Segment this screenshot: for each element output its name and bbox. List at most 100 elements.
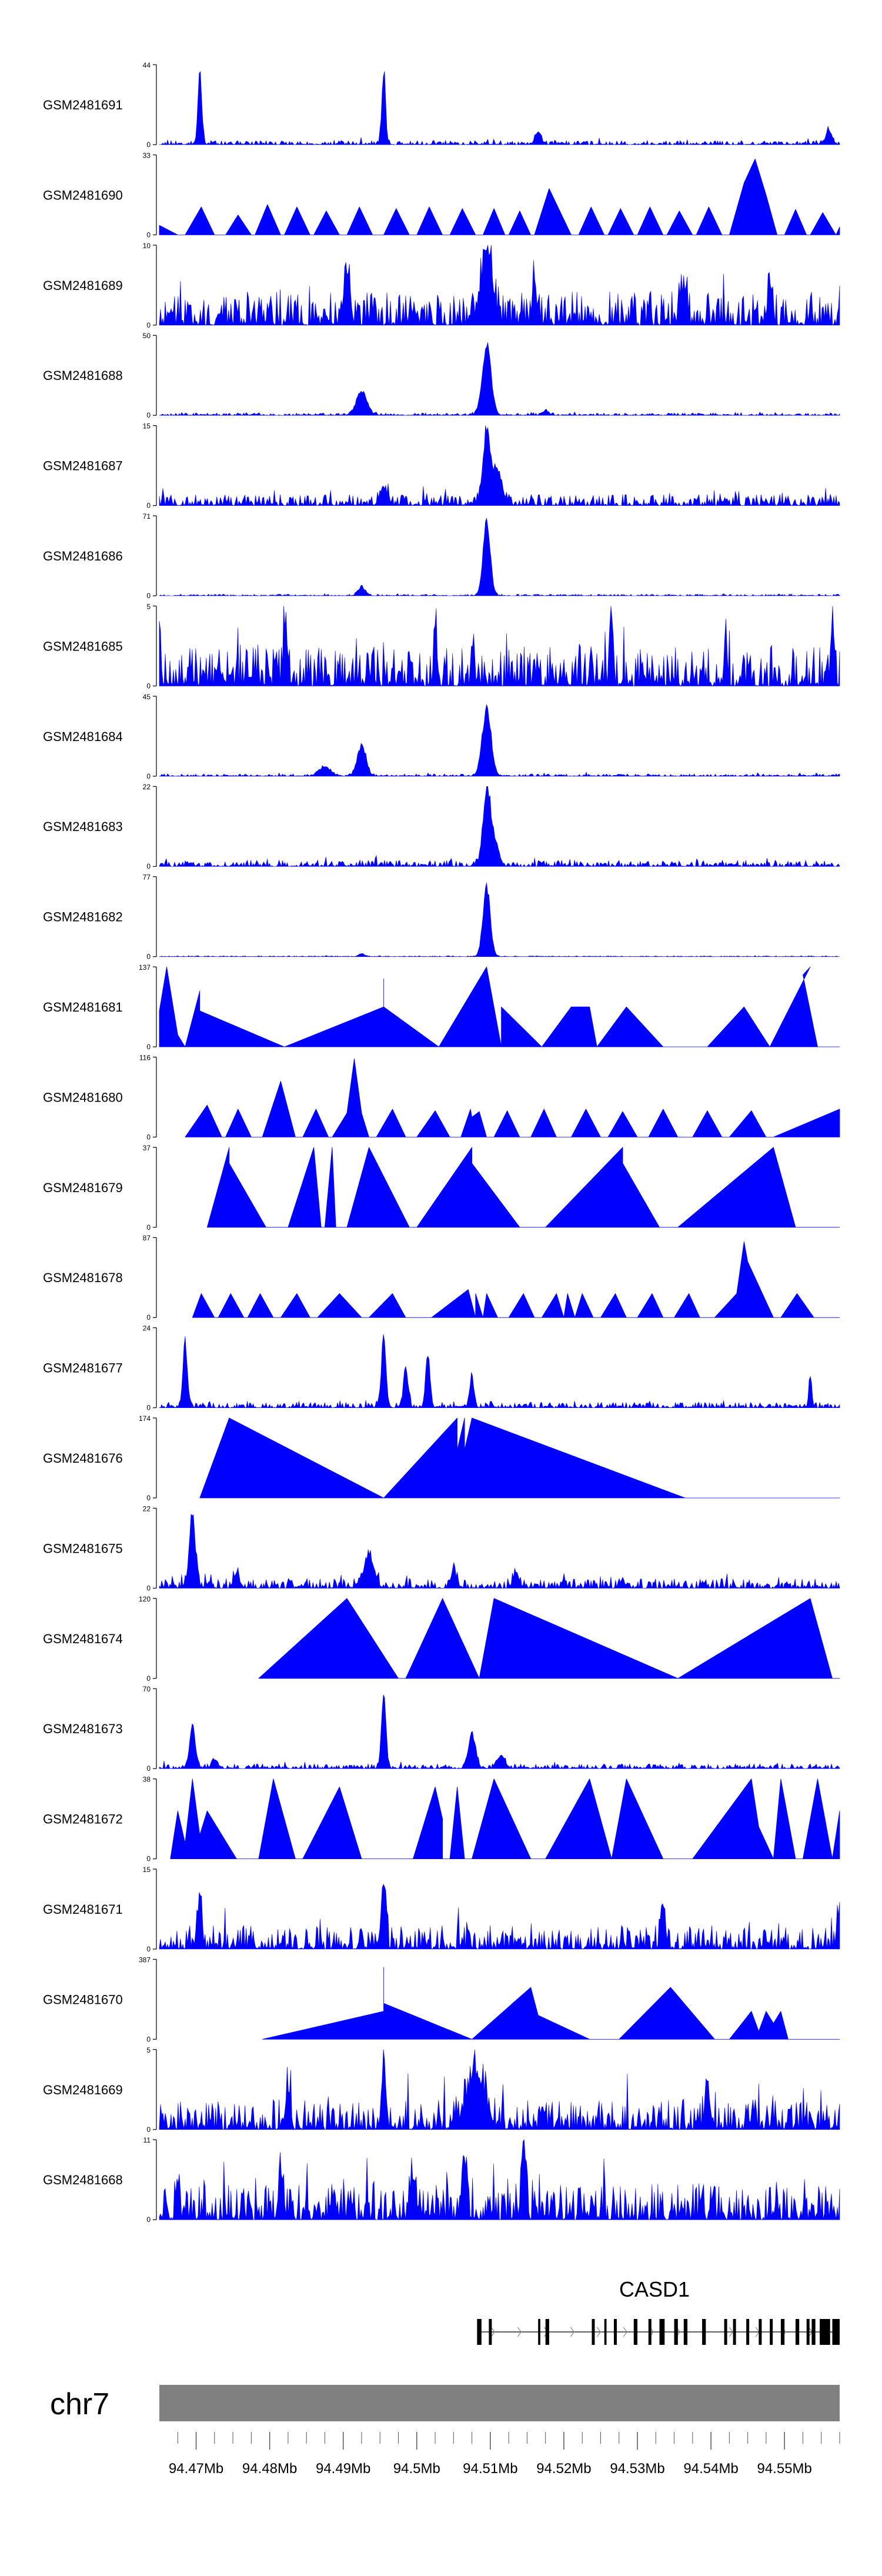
exon xyxy=(659,2319,665,2345)
y-min-label: 0 xyxy=(146,592,151,600)
signal-area xyxy=(170,1778,840,1859)
track-label: GSM2481668 xyxy=(43,2173,123,2187)
signal-area xyxy=(159,1513,840,1589)
exon xyxy=(633,2319,638,2345)
chromosome-ideogram xyxy=(159,2385,840,2421)
y-max-label: 5 xyxy=(146,2046,151,2054)
y-min-label: 0 xyxy=(146,1313,151,1322)
signal-area xyxy=(159,2049,840,2130)
exon xyxy=(489,2319,492,2345)
track-GSM2481677: GSM2481677 24 0 xyxy=(43,1324,840,1412)
strand-arrow xyxy=(596,2327,602,2337)
signal-area xyxy=(258,1598,840,1679)
signal-tracks: GSM2481691440GSM2481690330GSM2481689100G… xyxy=(43,61,840,2224)
y-max-label: 116 xyxy=(139,1053,151,1062)
signal-area xyxy=(159,1694,840,1770)
y-max-label: 44 xyxy=(143,61,151,69)
signal-area xyxy=(159,71,840,146)
exon xyxy=(592,2319,595,2345)
y-max-label: 15 xyxy=(143,1866,151,1874)
x-tick-label: 94.5Mb xyxy=(393,2461,440,2477)
track-GSM2481688: GSM2481688 50 0 xyxy=(43,332,840,419)
signal-area xyxy=(159,606,840,687)
y-max-label: 10 xyxy=(143,242,151,250)
y-min-label: 0 xyxy=(146,682,151,690)
signal-area xyxy=(159,882,840,957)
exon xyxy=(648,2319,652,2345)
signal-area xyxy=(159,425,840,506)
strand-arrow xyxy=(729,2327,734,2337)
y-min-label: 0 xyxy=(146,1764,151,1773)
y-min-label: 0 xyxy=(146,862,151,870)
exon xyxy=(614,2319,617,2345)
track-label: GSM2481682 xyxy=(43,910,123,925)
y-max-label: 22 xyxy=(143,1504,151,1513)
track-GSM2481672: GSM2481672 38 0 xyxy=(43,1776,840,1863)
track-label: GSM2481670 xyxy=(43,1992,123,2007)
y-min-label: 0 xyxy=(146,502,151,510)
signal-area xyxy=(159,786,840,867)
track-GSM2481673: GSM2481673 70 0 xyxy=(43,1685,840,1773)
track-GSM2481671: GSM2481671 15 0 xyxy=(43,1866,840,1953)
coding-exon xyxy=(820,2319,829,2345)
y-min-label: 0 xyxy=(146,1674,151,1683)
signal-area xyxy=(192,1241,840,1318)
strand-arrow xyxy=(623,2327,628,2337)
exon xyxy=(702,2319,706,2345)
y-max-label: 37 xyxy=(143,1144,151,1152)
y-min-label: 0 xyxy=(146,1494,151,1502)
y-min-label: 0 xyxy=(146,953,151,961)
track-label: GSM2481680 xyxy=(43,1090,123,1105)
signal-area xyxy=(206,1147,840,1228)
y-max-label: 387 xyxy=(139,1956,151,1964)
track-GSM2481690: GSM2481690 33 0 xyxy=(43,151,840,239)
strand-arrow xyxy=(517,2327,522,2337)
signal-area xyxy=(199,1417,840,1499)
track-label: GSM2481678 xyxy=(43,1270,123,1285)
signal-area xyxy=(159,342,840,416)
x-tick-label: 94.52Mb xyxy=(536,2461,591,2477)
genome-axis-track: chr7 94.47Mb 94.48Mb 94.49Mb 94.5Mb 94.51Mb 9… xyxy=(50,2385,840,2477)
y-max-label: 71 xyxy=(143,512,151,520)
track-label: GSM2481688 xyxy=(43,368,123,383)
y-min-label: 0 xyxy=(146,1133,151,1141)
signal-area xyxy=(159,1334,840,1409)
exon xyxy=(806,2319,810,2345)
coding-exon xyxy=(811,2319,816,2345)
track-GSM2481678: GSM2481678 87 0 xyxy=(43,1234,840,1322)
y-max-label: 87 xyxy=(143,1234,151,1242)
track-label: GSM2481684 xyxy=(43,729,123,744)
track-GSM2481669: GSM2481669 5 0 xyxy=(43,2046,840,2134)
signal-area xyxy=(262,1967,840,2040)
chromosome-label: chr7 xyxy=(50,2387,109,2421)
track-label: GSM2481691 xyxy=(43,98,123,112)
exon xyxy=(795,2319,800,2345)
track-GSM2481687: GSM2481687 15 0 xyxy=(43,422,840,510)
y-max-label: 77 xyxy=(143,873,151,882)
y-max-label: 11 xyxy=(143,2136,151,2144)
exon xyxy=(604,2319,607,2345)
coding-exon xyxy=(833,2319,840,2345)
signal-area xyxy=(185,1058,840,1137)
y-min-label: 0 xyxy=(146,321,151,329)
y-min-label: 0 xyxy=(146,1404,151,1412)
y-min-label: 0 xyxy=(146,2125,151,2134)
track-GSM2481680: GSM2481680 116 0 xyxy=(43,1053,840,1141)
signal-area xyxy=(159,704,840,777)
exon xyxy=(759,2319,762,2345)
gene-annotation-track: CASD1 xyxy=(477,2277,840,2345)
y-max-label: 70 xyxy=(143,1685,151,1693)
y-max-label: 15 xyxy=(143,422,151,431)
track-GSM2481686: GSM2481686 71 0 xyxy=(43,512,840,600)
track-label: GSM2481685 xyxy=(43,639,123,653)
signal-area xyxy=(159,966,840,1047)
signal-area xyxy=(159,2139,840,2221)
y-max-label: 120 xyxy=(139,1595,151,1603)
track-GSM2481684: GSM2481684 45 0 xyxy=(43,693,840,780)
track-GSM2481689: GSM2481689 10 0 xyxy=(43,242,840,329)
y-min-label: 0 xyxy=(146,2215,151,2224)
y-max-label: 174 xyxy=(139,1414,151,1423)
y-min-label: 0 xyxy=(146,1043,151,1051)
track-GSM2481682: GSM2481682 77 0 xyxy=(43,873,840,961)
